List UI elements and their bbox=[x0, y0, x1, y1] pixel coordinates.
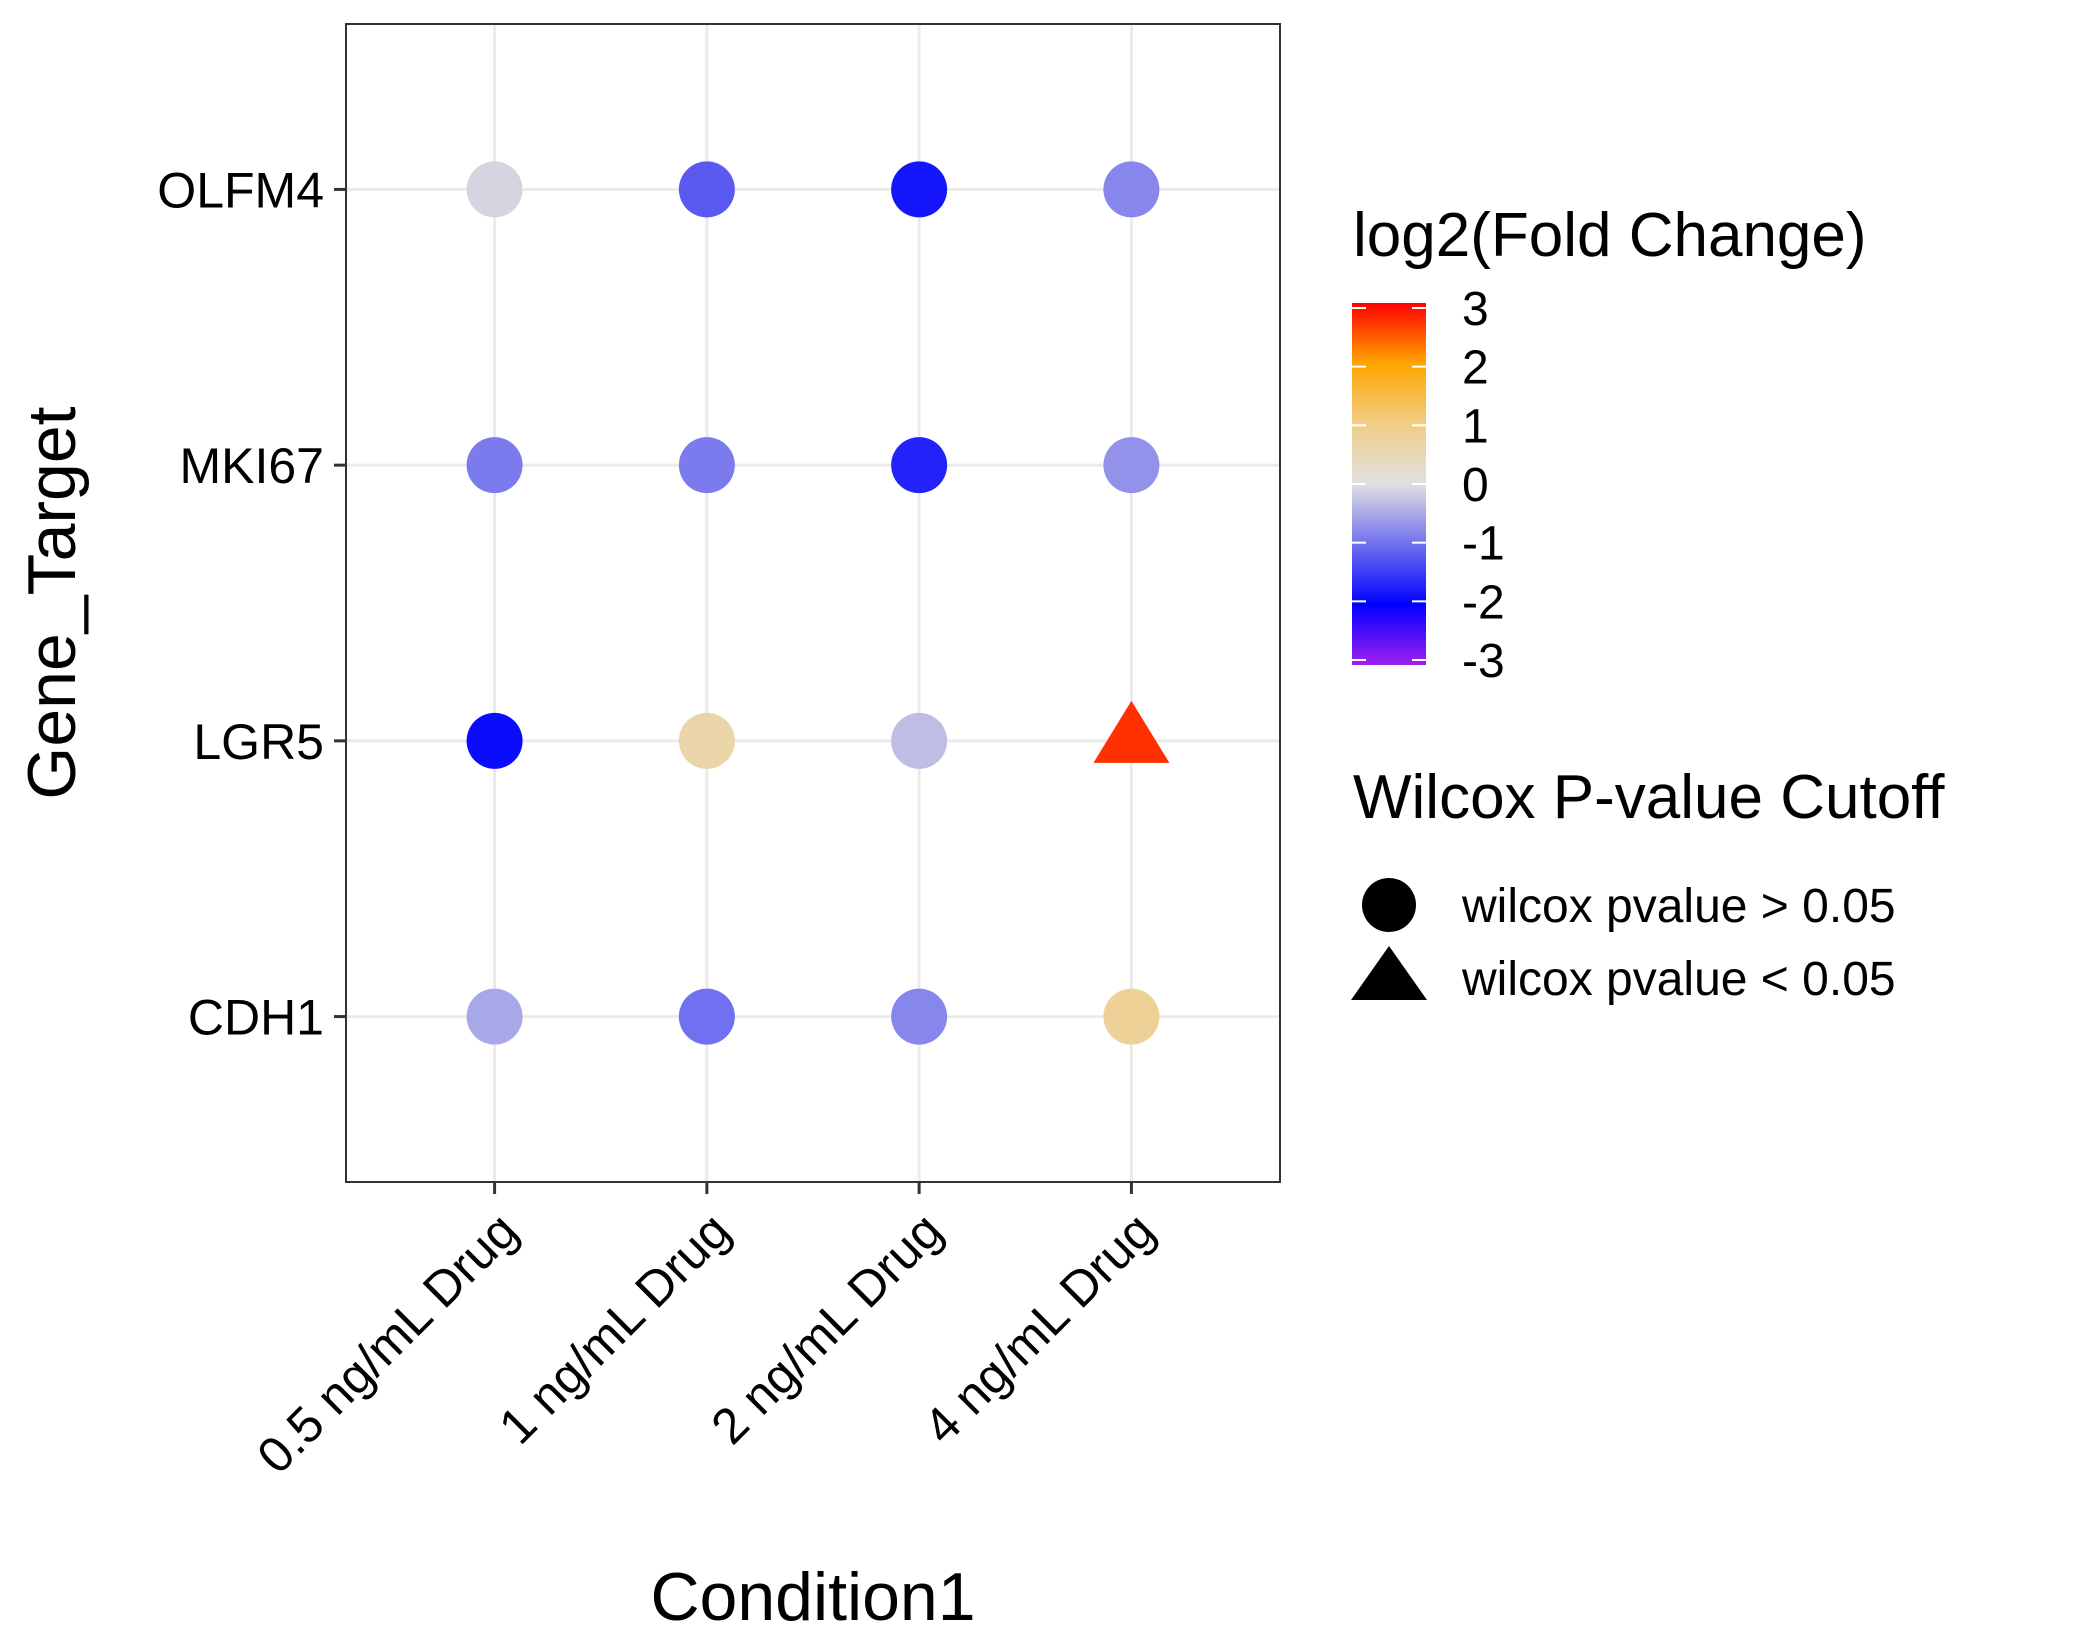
y-tick-label-cdh1: CDH1 bbox=[188, 990, 324, 1046]
shape-legend: Wilcox P-value Cutoff wilcox pvalue > 0.… bbox=[1351, 763, 1945, 1006]
color-legend-title: log2(Fold Change) bbox=[1353, 201, 1867, 270]
point-olfm4-0-5-ng-ml-drug bbox=[466, 161, 523, 218]
point-olfm4-1-ng-ml-drug bbox=[678, 161, 735, 218]
color-bar-ticks: 3 21 0 -1-2 -3 bbox=[1352, 283, 1505, 688]
color-bar-label-3: -3 bbox=[1462, 635, 1505, 688]
color-bar-label-1: -1 bbox=[1462, 518, 1505, 571]
shape-legend-title: Wilcox P-value Cutoff bbox=[1353, 763, 1945, 832]
color-bar-label-3: 3 bbox=[1462, 283, 1489, 336]
point-cdh1-4-ng-ml-drug bbox=[1103, 988, 1160, 1045]
point-cdh1-2-ng-ml-drug bbox=[891, 988, 948, 1045]
y-axis-title: Gene_Target bbox=[14, 406, 90, 799]
plot-border bbox=[345, 23, 1281, 1183]
point-mki67-1-ng-ml-drug bbox=[678, 437, 735, 494]
x-axis-title: Condition1 bbox=[650, 1559, 975, 1635]
data-points bbox=[466, 161, 1170, 1045]
point-lgr5-1-ng-ml-drug bbox=[678, 712, 735, 769]
x-tick-label-0-5-ng-ml-drug: 0.5 ng/mL Drug bbox=[246, 1202, 528, 1484]
color-bar-label-2: 2 bbox=[1462, 342, 1489, 395]
legend-triangle-icon bbox=[1351, 946, 1427, 1000]
y-tick-labels: CDH1 LGR5 MKI67 OLFM4 bbox=[157, 162, 324, 1045]
color-bar-label-1: 1 bbox=[1462, 400, 1489, 453]
point-olfm4-4-ng-ml-drug bbox=[1103, 161, 1160, 218]
y-tick-label-lgr5: LGR5 bbox=[193, 714, 324, 770]
legend-circle-icon bbox=[1362, 878, 1416, 932]
point-cdh1-1-ng-ml-drug bbox=[678, 988, 735, 1045]
color-legend: log2(Fold Change) 3 21 0 -1-2 -3 bbox=[1352, 201, 1867, 688]
y-tick-label-olfm4: OLFM4 bbox=[157, 162, 324, 218]
color-bar-label-0: 0 bbox=[1462, 459, 1489, 512]
plot-background bbox=[346, 24, 1280, 1182]
point-olfm4-2-ng-ml-drug bbox=[891, 161, 948, 218]
y-tick-label-mki67: MKI67 bbox=[179, 438, 324, 494]
color-bar-label-2: -2 bbox=[1462, 576, 1505, 629]
point-mki67-2-ng-ml-drug bbox=[891, 437, 948, 494]
legend-label-triangle: wilcox pvalue < 0.05 bbox=[1461, 953, 1896, 1006]
point-lgr5-2-ng-ml-drug bbox=[891, 712, 948, 769]
point-mki67-4-ng-ml-drug bbox=[1103, 437, 1160, 494]
axis-ticks bbox=[334, 187, 1133, 1194]
legend-label-circle: wilcox pvalue > 0.05 bbox=[1461, 880, 1896, 933]
point-lgr5-0-5-ng-ml-drug bbox=[466, 712, 523, 769]
point-lgr5-4-ng-ml-drug bbox=[1093, 700, 1170, 763]
point-cdh1-0-5-ng-ml-drug bbox=[466, 988, 523, 1045]
point-mki67-0-5-ng-ml-drug bbox=[466, 437, 523, 494]
